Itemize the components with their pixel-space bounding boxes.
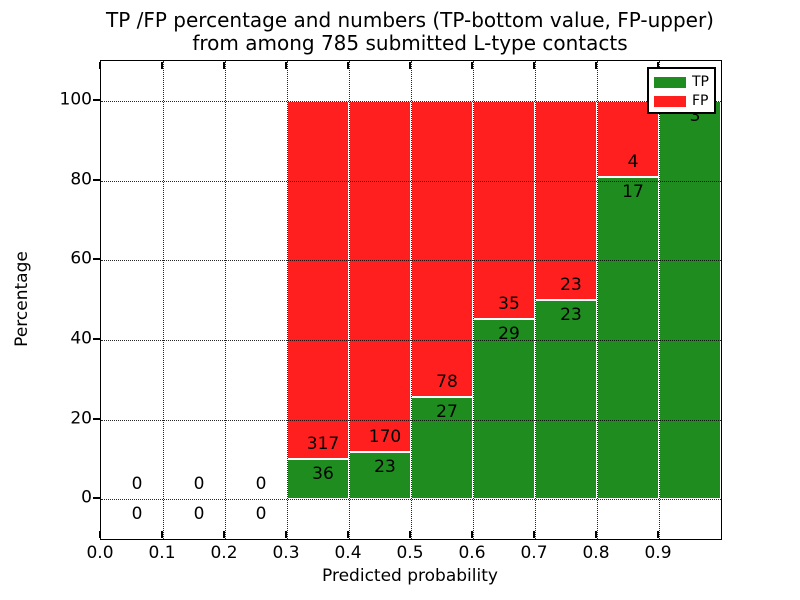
fp-count-label: 0 <box>193 474 205 495</box>
y-tick-label: 100 <box>59 89 92 110</box>
x-tick-top <box>471 61 473 69</box>
x-tick-label: 0.1 <box>148 543 176 563</box>
y-tick-left <box>93 178 100 181</box>
fp-count-label: 0 <box>255 474 267 495</box>
legend-item-tp: TP <box>654 74 714 90</box>
x-tick-label: 0.0 <box>86 543 114 563</box>
x-tick-top <box>657 61 659 69</box>
x-tick-bottom <box>347 531 349 538</box>
x-tick-top <box>223 61 225 69</box>
legend: TP FP <box>647 67 716 114</box>
tp-count-label: 36 <box>312 463 334 484</box>
v-gridline <box>597 61 598 539</box>
legend-label-tp: TP <box>692 74 709 90</box>
y-tick-left <box>93 417 100 420</box>
bar-segment-tp <box>349 451 411 500</box>
x-tick-label: 0.8 <box>582 543 610 563</box>
x-tick-label: 0.2 <box>210 543 238 563</box>
y-tick-left <box>93 98 100 101</box>
x-tick-label: 0.5 <box>396 543 424 563</box>
y-tick-label: 40 <box>70 328 92 349</box>
tp-count-label: 0 <box>131 504 143 525</box>
x-tick-bottom <box>595 531 597 538</box>
x-tick-label: 0.4 <box>334 543 362 563</box>
y-tick-label: 80 <box>70 169 92 189</box>
fp-count-label: 0 <box>131 474 143 495</box>
fp-count-label: 317 <box>306 433 340 454</box>
v-gridline <box>659 61 660 539</box>
tp-count-label: 17 <box>622 181 644 202</box>
x-tick-top <box>99 61 101 69</box>
chart-title: TP /FP percentage and numbers (TP-bottom… <box>100 9 720 55</box>
x-tick-bottom <box>223 531 225 538</box>
tp-count-label: 23 <box>374 456 396 477</box>
bar-segment-fp <box>287 100 349 459</box>
v-gridline <box>535 61 536 539</box>
x-tick-bottom <box>161 531 163 538</box>
y-tick-label: 20 <box>70 408 92 428</box>
tp-count-label: 23 <box>560 305 582 325</box>
tp-count-label: 0 <box>193 504 205 525</box>
x-tick-top <box>347 61 349 69</box>
y-tick-label: 60 <box>70 248 92 269</box>
v-gridline <box>411 61 412 539</box>
y-axis-label: Percentage <box>12 251 32 347</box>
x-tick-label: 0.6 <box>458 543 486 563</box>
tp-count-label: 27 <box>436 401 458 422</box>
x-tick-bottom <box>99 531 101 538</box>
x-tick-bottom <box>285 531 287 538</box>
x-tick-bottom <box>471 531 473 538</box>
tp-count-label: 0 <box>255 504 267 525</box>
x-tick-top <box>285 61 287 69</box>
legend-label-fp: FP <box>692 93 709 109</box>
bar-segment-tp <box>597 176 659 500</box>
chart-title-line1: TP /FP percentage and numbers (TP-bottom… <box>106 8 714 32</box>
x-tick-top <box>161 61 163 69</box>
legend-item-fp: FP <box>654 93 714 109</box>
bar-segment-tp <box>473 318 535 500</box>
bar-segment-fp <box>473 100 535 319</box>
x-tick-top <box>533 61 535 69</box>
fp-count-label: 23 <box>560 275 582 295</box>
v-gridline <box>287 61 288 539</box>
x-tick-bottom <box>533 531 535 538</box>
tp-swatch-icon <box>654 76 686 88</box>
plot-area: 000000317361702378273529232341703 TP FP <box>100 60 722 540</box>
x-tick-bottom <box>409 531 411 538</box>
v-gridline <box>473 61 474 539</box>
plot-inner: 000000317361702378273529232341703 <box>101 61 721 539</box>
x-axis-label: Predicted probability <box>322 566 498 586</box>
x-tick-top <box>409 61 411 69</box>
y-tick-label: 0 <box>81 487 92 508</box>
v-gridline <box>225 61 226 539</box>
fp-count-label: 4 <box>627 151 639 172</box>
bar-segment-tp <box>287 458 349 500</box>
fp-count-label: 78 <box>436 371 458 392</box>
bar-segment-fp <box>411 100 473 397</box>
bar-segment-tp <box>659 100 721 500</box>
fp-count-label: 35 <box>498 293 520 314</box>
bar-segment-fp <box>535 100 597 300</box>
chart-title-line2: from among 785 submitted L-type contacts <box>192 31 628 55</box>
y-tick-left <box>93 258 100 261</box>
tp-count-label: 3 <box>689 105 701 126</box>
x-tick-label: 0.9 <box>644 543 672 563</box>
bar-segment-tp <box>535 300 597 500</box>
y-tick-left <box>93 337 100 340</box>
v-gridline <box>349 61 350 539</box>
x-tick-label: 0.3 <box>272 543 300 563</box>
tp-count-label: 29 <box>498 323 520 344</box>
v-gridline <box>163 61 164 539</box>
y-tick-left <box>93 497 100 500</box>
x-tick-label: 0.7 <box>520 543 548 563</box>
x-tick-bottom <box>657 531 659 538</box>
fp-swatch-icon <box>654 95 686 107</box>
bar-segment-fp <box>349 100 411 452</box>
fp-count-label: 170 <box>368 426 402 447</box>
x-tick-top <box>595 61 597 69</box>
